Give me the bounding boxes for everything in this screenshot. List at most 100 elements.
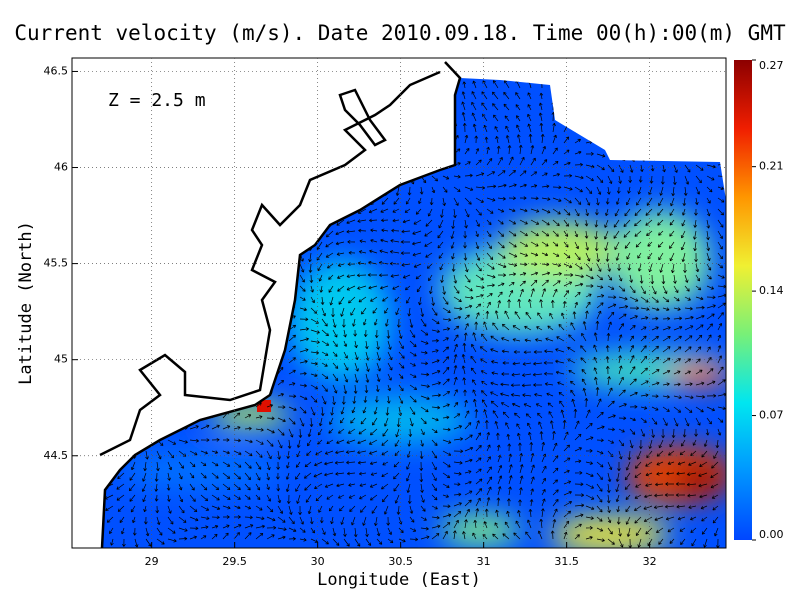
current-arrow (277, 241, 285, 245)
current-arrow (178, 439, 188, 444)
current-arrow (625, 516, 631, 525)
current-arrow (381, 439, 389, 446)
current-arrow (574, 420, 580, 430)
current-arrow (597, 66, 602, 72)
current-arrow (185, 302, 191, 309)
current-arrow (651, 356, 660, 364)
current-arrow (585, 252, 591, 262)
current-arrow (629, 355, 635, 364)
current-arrow (596, 141, 605, 146)
current-arrow (167, 450, 175, 459)
current-arrow (701, 516, 708, 522)
current-arrow (288, 334, 296, 342)
current-arrow (145, 527, 150, 537)
current-arrow (91, 382, 98, 385)
current-arrow (596, 310, 602, 320)
current-arrow (288, 274, 298, 280)
current-arrow (585, 472, 594, 477)
current-arrow (442, 366, 450, 375)
current-arrow (255, 439, 264, 445)
current-arrow (368, 260, 378, 265)
current-arrow (607, 186, 611, 195)
current-arrow (409, 329, 416, 338)
current-arrow (386, 516, 391, 526)
current-arrow (508, 169, 516, 177)
current-arrow (398, 105, 407, 111)
current-arrow (111, 208, 115, 217)
current-arrow (684, 142, 691, 148)
current-arrow (123, 118, 132, 123)
current-arrow (453, 315, 462, 320)
current-arrow (618, 403, 627, 408)
current-arrow (171, 115, 180, 122)
current-arrow (479, 346, 488, 353)
current-arrow (574, 175, 584, 180)
current-arrow (376, 153, 384, 158)
current-arrow (236, 142, 246, 147)
current-arrow (706, 66, 709, 75)
current-arrow (492, 80, 499, 89)
current-arrow (309, 274, 314, 283)
current-arrow (701, 527, 708, 535)
current-arrow (211, 494, 220, 501)
current-arrow (102, 324, 110, 331)
current-arrow (552, 519, 557, 529)
current-arrow (120, 527, 125, 535)
current-arrow (651, 369, 660, 375)
current-arrow (266, 404, 274, 408)
current-arrow (368, 439, 378, 445)
current-arrow (282, 126, 290, 133)
current-arrow (634, 219, 642, 227)
current-arrow (618, 78, 623, 86)
current-arrow (527, 422, 532, 430)
current-arrow (407, 439, 412, 447)
current-arrow (530, 157, 536, 166)
current-arrow (281, 103, 290, 111)
current-arrow (228, 348, 235, 353)
current-arrow (635, 461, 642, 469)
current-arrow (299, 285, 306, 292)
current-arrow (629, 417, 636, 422)
current-arrow (178, 225, 186, 232)
current-arrow (439, 263, 444, 271)
current-arrow (717, 406, 726, 411)
current-arrow (662, 394, 670, 399)
current-arrow (640, 109, 646, 117)
current-arrow (265, 57, 268, 66)
current-arrow (244, 515, 253, 520)
current-arrow (102, 164, 107, 172)
current-arrow (332, 373, 339, 382)
current-arrow (418, 296, 422, 306)
current-arrow (486, 497, 491, 507)
current-arrow (73, 473, 80, 476)
current-arrow (594, 230, 598, 240)
current-arrow (639, 87, 644, 95)
current-arrow (464, 434, 473, 441)
current-arrow (404, 208, 411, 213)
current-arrow (402, 274, 411, 279)
current-arrow (392, 218, 400, 223)
current-arrow (464, 399, 468, 408)
current-arrow (240, 311, 246, 320)
current-arrow (442, 472, 451, 479)
current-arrow (346, 460, 356, 465)
current-arrow (530, 196, 539, 201)
current-arrow (695, 305, 705, 310)
current-arrow (706, 252, 711, 262)
current-arrow (486, 197, 496, 202)
current-arrow (475, 508, 480, 518)
current-arrow (123, 186, 131, 193)
current-arrow (607, 387, 613, 397)
current-arrow (552, 479, 559, 485)
current-arrow (634, 208, 642, 216)
current-arrow (574, 126, 582, 133)
current-arrow (229, 376, 235, 386)
current-arrow (585, 241, 590, 251)
current-arrow (657, 241, 664, 248)
current-arrow (596, 516, 603, 522)
current-arrow (681, 66, 685, 72)
current-arrow (80, 132, 84, 140)
current-arrow (396, 417, 401, 428)
current-arrow (596, 252, 600, 263)
current-arrow (527, 431, 532, 441)
